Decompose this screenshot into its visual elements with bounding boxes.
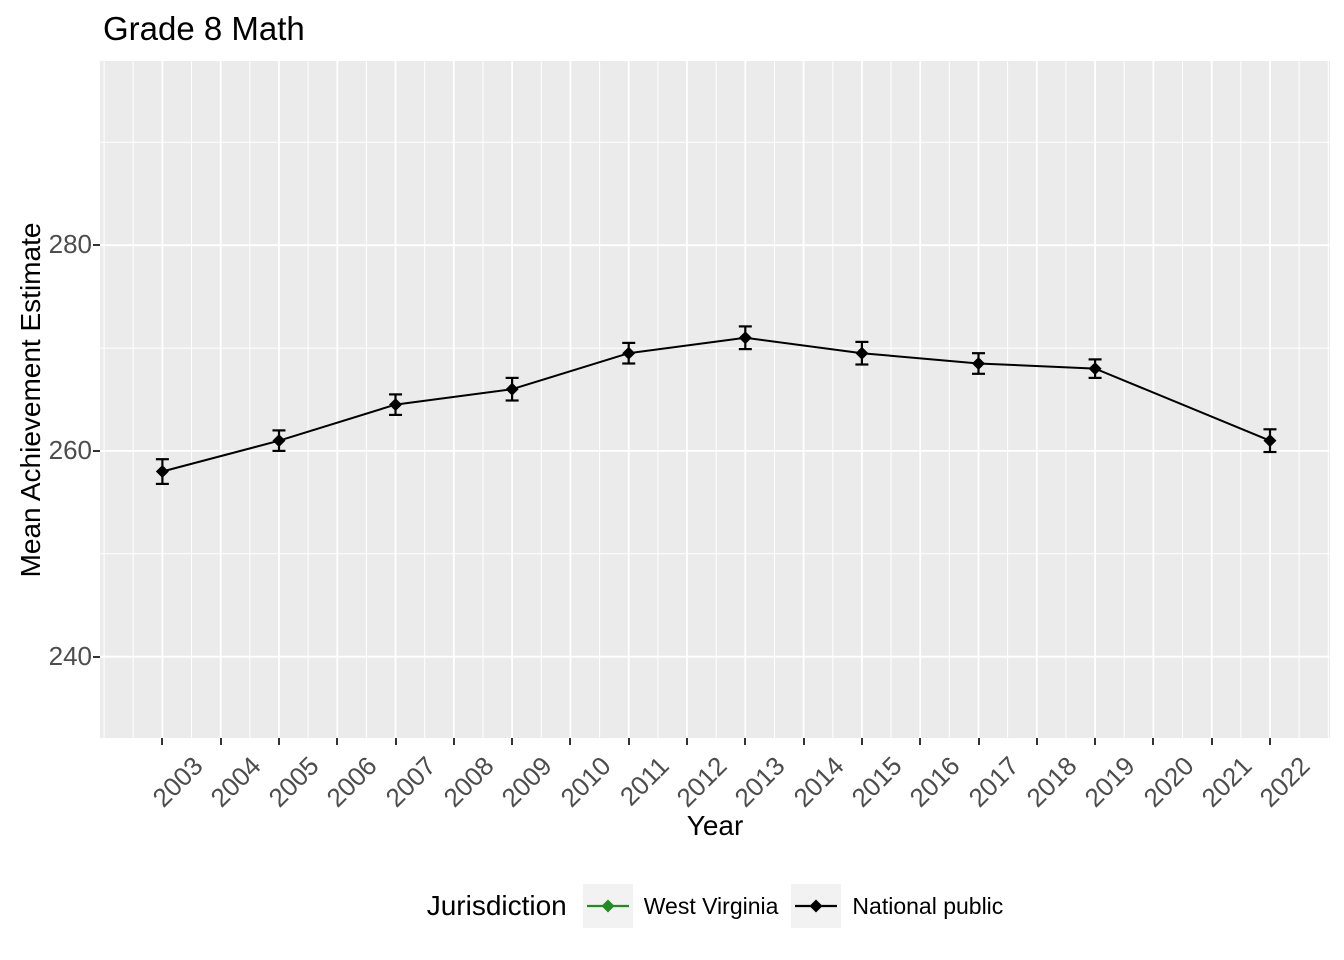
x-tick-mark bbox=[1035, 738, 1038, 745]
data-point bbox=[1263, 434, 1277, 448]
legend-title: Jurisdiction bbox=[426, 890, 567, 921]
legend-key-national-public-icon bbox=[791, 884, 842, 928]
data-point bbox=[389, 398, 403, 412]
x-tick-mark bbox=[802, 738, 805, 745]
x-tick-label: 2010 bbox=[554, 750, 617, 813]
plot-panel bbox=[100, 61, 1330, 738]
x-tick-label: 2017 bbox=[962, 750, 1025, 813]
legend-key-diamond-icon bbox=[601, 899, 615, 913]
x-tick-label: 2016 bbox=[903, 750, 967, 813]
x-tick-mark bbox=[219, 738, 222, 745]
x-tick-mark bbox=[860, 738, 863, 745]
x-tick-mark bbox=[1152, 738, 1155, 745]
x-tick-mark bbox=[569, 738, 572, 745]
data-point bbox=[738, 331, 752, 345]
x-tick-label: 2013 bbox=[728, 750, 792, 813]
x-tick-mark bbox=[686, 738, 688, 745]
legend-item-national-public: National public bbox=[791, 884, 1003, 928]
y-axis-title: Mean Achievement Estimate bbox=[15, 222, 46, 578]
x-tick-label: 2020 bbox=[1137, 750, 1200, 813]
x-tick-mark bbox=[744, 738, 747, 745]
y-tick-label: 280 bbox=[48, 229, 92, 260]
x-tick-label: 2008 bbox=[437, 750, 500, 813]
chart-canvas bbox=[100, 61, 1330, 738]
legend-label-west-virginia: West Virginia bbox=[643, 892, 779, 919]
y-tick-mark bbox=[93, 244, 100, 247]
y-tick-label: 260 bbox=[48, 434, 92, 465]
data-point bbox=[155, 465, 169, 479]
y-tick-label: 240 bbox=[48, 640, 92, 671]
x-tick-mark bbox=[1210, 738, 1213, 745]
legend: Jurisdiction West Virginia National publ… bbox=[100, 878, 1330, 934]
y-tick-mark bbox=[93, 655, 100, 658]
x-tick-label: 2009 bbox=[495, 750, 558, 813]
x-tick-label: 2011 bbox=[613, 750, 675, 812]
legend-key-west-virginia-icon bbox=[582, 884, 633, 928]
x-tick-label: 2006 bbox=[320, 750, 384, 813]
x-tick-mark bbox=[394, 738, 397, 745]
x-tick-mark bbox=[511, 738, 514, 745]
x-tick-mark bbox=[161, 738, 164, 745]
x-tick-label: 2021 bbox=[1195, 750, 1258, 813]
x-tick-label: 2015 bbox=[845, 750, 908, 813]
legend-label-national-public: National public bbox=[852, 892, 1004, 919]
x-tick-mark bbox=[1094, 738, 1097, 745]
x-tick-mark bbox=[278, 738, 280, 745]
x-tick-label: 2003 bbox=[146, 750, 209, 813]
x-tick-mark bbox=[977, 738, 980, 745]
y-tick-mark bbox=[93, 449, 100, 452]
x-tick-mark bbox=[627, 738, 630, 745]
x-tick-label: 2004 bbox=[204, 750, 267, 813]
x-tick-label: 2005 bbox=[262, 750, 325, 813]
x-tick-mark bbox=[452, 738, 455, 745]
x-tick-label: 2019 bbox=[1078, 750, 1141, 813]
data-point bbox=[855, 346, 869, 360]
x-tick-label: 2007 bbox=[379, 750, 442, 813]
x-tick-label: 2022 bbox=[1253, 750, 1316, 813]
x-tick-mark bbox=[919, 738, 922, 745]
data-point bbox=[272, 434, 286, 448]
x-tick-mark bbox=[1269, 738, 1271, 745]
plot-title: Grade 8 Math bbox=[103, 10, 305, 47]
data-point bbox=[622, 346, 636, 360]
data-point bbox=[1088, 362, 1102, 376]
x-tick-label: 2018 bbox=[1020, 750, 1083, 813]
data-point bbox=[971, 356, 985, 370]
data-point bbox=[505, 382, 519, 396]
series-line bbox=[162, 336, 1271, 473]
x-tick-label: 2014 bbox=[787, 750, 850, 813]
legend-key-diamond-icon bbox=[809, 899, 823, 913]
legend-item-west-virginia: West Virginia bbox=[582, 884, 779, 928]
x-axis-title: Year bbox=[686, 810, 744, 841]
x-tick-label: 2012 bbox=[670, 750, 733, 813]
x-tick-mark bbox=[336, 738, 339, 745]
